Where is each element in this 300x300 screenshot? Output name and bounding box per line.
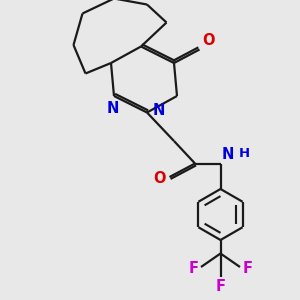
Text: F: F bbox=[189, 261, 199, 276]
Text: N: N bbox=[106, 101, 119, 116]
Text: O: O bbox=[202, 33, 214, 48]
Text: O: O bbox=[153, 171, 166, 186]
Text: N: N bbox=[222, 147, 234, 162]
Text: N: N bbox=[152, 103, 165, 118]
Text: F: F bbox=[242, 261, 252, 276]
Text: H: H bbox=[238, 147, 250, 160]
Text: F: F bbox=[215, 279, 226, 294]
